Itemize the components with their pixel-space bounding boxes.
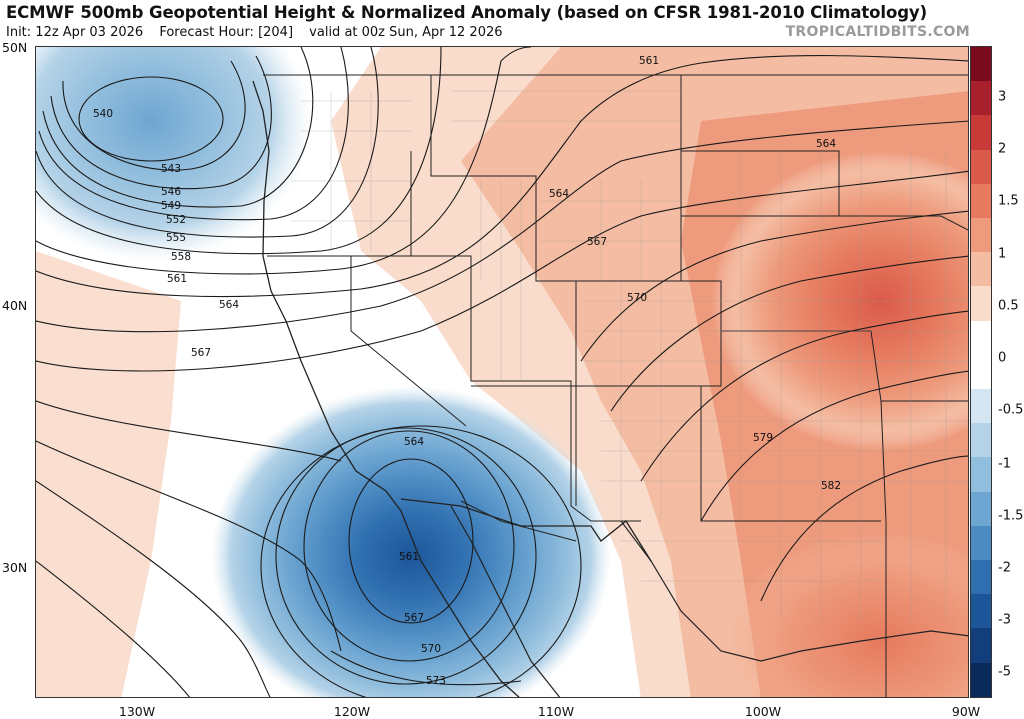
contour-label: 555 bbox=[166, 232, 186, 244]
lat-label-50n: 50N bbox=[2, 40, 28, 55]
colorbar-swatch bbox=[971, 560, 991, 595]
mexico-border bbox=[400, 498, 652, 562]
colorbar-swatch bbox=[971, 218, 991, 253]
colorbar-swatch bbox=[971, 457, 991, 492]
contour-label: 567 bbox=[191, 347, 211, 359]
colorbar-label: -1 bbox=[998, 456, 1011, 472]
contour-label: 582 bbox=[821, 480, 841, 492]
colorbar-swatch bbox=[971, 354, 991, 390]
colorbar-swatch bbox=[971, 115, 991, 150]
lon-label-130w: 130W bbox=[118, 704, 156, 719]
colorbar-label: 1 bbox=[998, 246, 1007, 262]
colorbar-label: -5 bbox=[998, 664, 1011, 680]
lat-label-40n: 40N bbox=[2, 298, 28, 313]
contour-label: 570 bbox=[421, 643, 441, 655]
lon-label-100w: 100W bbox=[744, 704, 782, 719]
colorbar-label: 1.5 bbox=[998, 193, 1019, 209]
contour-label: 549 bbox=[161, 200, 181, 212]
height-contours bbox=[36, 47, 968, 697]
lon-label-120w: 120W bbox=[333, 704, 371, 719]
colorbar-swatch bbox=[971, 47, 991, 82]
colorbar-swatch bbox=[971, 81, 991, 116]
contour-label: 567 bbox=[587, 236, 607, 248]
anomaly-colorbar bbox=[970, 46, 992, 698]
valid-time: valid at 00z Sun, Apr 12 2026 bbox=[309, 25, 503, 40]
colorbar-label: 0 bbox=[998, 350, 1007, 366]
lon-label-110w: 110W bbox=[537, 704, 575, 719]
contour-label: 564 bbox=[404, 436, 424, 448]
colorbar-swatch bbox=[971, 594, 991, 629]
contour-labels: 540 543 546 549 552 555 558 561 564 567 … bbox=[93, 55, 841, 687]
colorbar-swatch bbox=[971, 423, 991, 458]
contour-label: 543 bbox=[161, 163, 181, 175]
colorbar-swatch bbox=[971, 320, 991, 355]
colorbar-swatch bbox=[971, 183, 991, 219]
contour-label: 540 bbox=[93, 108, 113, 120]
negative-anomaly-northwest bbox=[36, 47, 311, 261]
colorbar-swatch bbox=[971, 286, 991, 321]
colorbar-swatch bbox=[971, 662, 991, 697]
contour-label: 561 bbox=[399, 551, 419, 563]
colorbar-label: 3 bbox=[998, 89, 1007, 105]
contour-label: 546 bbox=[161, 186, 181, 198]
contour-label: 558 bbox=[171, 251, 191, 263]
contour-label: 579 bbox=[753, 432, 773, 444]
anomaly-map: 540 543 546 549 552 555 558 561 564 567 … bbox=[36, 47, 968, 697]
contour-label: 573 bbox=[426, 675, 446, 687]
colorbar-label: -0.5 bbox=[998, 402, 1024, 418]
init-time: Init: 12z Apr 03 2026 bbox=[6, 25, 144, 40]
colorbar-label: 2 bbox=[998, 141, 1007, 157]
positive-anomaly-west bbox=[36, 251, 181, 697]
colorbar-swatch bbox=[971, 149, 991, 184]
lon-label-90w: 90W bbox=[951, 704, 981, 719]
county-lines bbox=[291, 90, 968, 621]
colorbar-swatch bbox=[971, 252, 991, 287]
lat-label-30n: 30N bbox=[2, 560, 28, 575]
gulf-coastline bbox=[620, 520, 968, 662]
west-coastline bbox=[252, 80, 520, 697]
contour-label: 564 bbox=[816, 138, 836, 150]
map-panel: 540 543 546 549 552 555 558 561 564 567 … bbox=[35, 46, 969, 698]
contour-label: 561 bbox=[639, 55, 659, 67]
map-subtitle: Init: 12z Apr 03 2026 Forecast Hour: [20… bbox=[6, 25, 515, 40]
colorbar-swatch bbox=[971, 525, 991, 561]
map-title: ECMWF 500mb Geopotential Height & Normal… bbox=[6, 3, 928, 22]
contour-label: 564 bbox=[219, 299, 239, 311]
colorbar-label: -1.5 bbox=[998, 508, 1024, 524]
forecast-hour: Forecast Hour: [204] bbox=[159, 25, 294, 40]
colorbar-label: 0.5 bbox=[998, 298, 1019, 314]
colorbar-label: -3 bbox=[998, 612, 1011, 628]
colorbar-swatch bbox=[971, 491, 991, 526]
state-borders bbox=[263, 74, 968, 697]
colorbar-label: -2 bbox=[998, 560, 1011, 576]
colorbar-swatch bbox=[971, 389, 991, 424]
colorbar-swatch bbox=[971, 628, 991, 663]
contour-label: 561 bbox=[167, 273, 187, 285]
watermark: TROPICALTIDBITS.COM bbox=[785, 24, 970, 40]
contour-label: 552 bbox=[166, 214, 186, 226]
contour-label: 564 bbox=[549, 188, 569, 200]
contour-label: 567 bbox=[404, 612, 424, 624]
contour-label: 570 bbox=[627, 292, 647, 304]
